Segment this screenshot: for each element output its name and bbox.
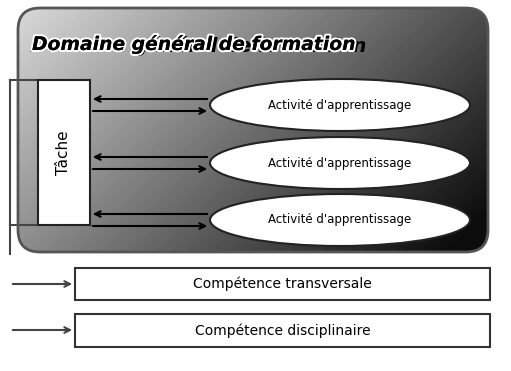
FancyBboxPatch shape xyxy=(18,8,488,252)
Ellipse shape xyxy=(210,194,470,246)
Bar xyxy=(75,268,490,300)
Text: Compétence transversale: Compétence transversale xyxy=(193,277,372,291)
Text: Compétence disciplinaire: Compétence disciplinaire xyxy=(195,323,370,338)
Bar xyxy=(38,80,90,225)
Text: Activité d'apprentissage: Activité d'apprentissage xyxy=(268,157,412,170)
Text: Domaine général de formation: Domaine général de formation xyxy=(30,36,366,56)
Ellipse shape xyxy=(210,79,470,131)
Text: Activité d'apprentissage: Activité d'apprentissage xyxy=(268,98,412,112)
Text: Tâche: Tâche xyxy=(57,130,72,175)
Text: Domaine général de formation: Domaine général de formation xyxy=(32,34,355,54)
Bar xyxy=(75,314,490,347)
Ellipse shape xyxy=(210,137,470,189)
Text: Activité d'apprentissage: Activité d'apprentissage xyxy=(268,213,412,227)
